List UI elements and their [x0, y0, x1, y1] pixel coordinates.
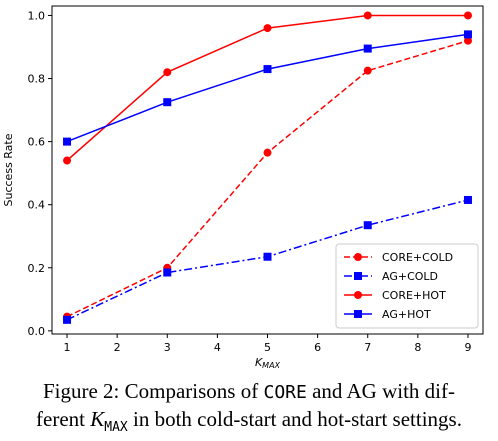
data-point-ag-cold-3	[163, 268, 172, 277]
data-point-ag-hot-9	[463, 30, 472, 39]
y-tick-label-0.6: 0.6	[28, 136, 46, 149]
legend-label-ag-hot: AG+HOT	[382, 308, 431, 321]
caption-line2-suffix: in both cold-start and hot-start setting…	[127, 407, 462, 431]
series-ag-hot	[63, 30, 472, 146]
data-point-core-cold-5	[263, 148, 272, 157]
data-point-ag-hot-7	[363, 44, 372, 53]
legend-marker-core-hot	[354, 291, 362, 299]
legend-label-ag-cold: AG+COLD	[382, 270, 438, 283]
x-axis-label-sub: MAX	[262, 361, 280, 370]
y-tick-label-0.8: 0.8	[28, 73, 46, 86]
legend-marker-ag-cold	[354, 272, 362, 280]
legend-marker-core-cold	[354, 253, 362, 261]
data-point-ag-cold-5	[263, 252, 272, 261]
y-tick-label-0.0: 0.0	[28, 325, 46, 338]
caption-line-1: Figure 2: Comparisons of CORE and AG wit…	[0, 378, 498, 406]
data-point-ag-cold-9	[463, 195, 472, 204]
figure-caption: Figure 2: Comparisons of CORE and AG wit…	[0, 378, 498, 441]
y-tick-label-0.2: 0.2	[28, 262, 46, 275]
caption-prefix: Figure 2: Comparisons of	[42, 379, 264, 403]
data-point-ag-hot-3	[163, 98, 172, 107]
x-axis-label-main: K	[255, 356, 263, 369]
data-point-ag-hot-5	[263, 65, 272, 74]
y-tick-label-1.0: 1.0	[28, 9, 46, 22]
caption-line-2: ferent KMAX in both cold-start and hot-s…	[0, 406, 498, 441]
legend-marker-ag-hot	[354, 310, 362, 318]
data-point-core-cold-9	[463, 36, 472, 45]
caption-kmax-subscript: MAX	[104, 420, 128, 436]
legend-box	[335, 243, 479, 329]
caption-core-word: CORE	[263, 382, 307, 403]
data-point-core-hot-9	[463, 11, 472, 20]
legend-label-core-cold: CORE+COLD	[382, 251, 453, 264]
data-point-core-cold-7	[363, 66, 372, 75]
data-point-core-hot-3	[163, 68, 172, 77]
data-point-core-hot-7	[363, 11, 372, 20]
x-tick-label-2: 2	[114, 341, 121, 354]
x-tick-label-4: 4	[214, 341, 221, 354]
legend-label-core-hot: CORE+HOT	[382, 289, 446, 302]
caption-k-symbol: K	[90, 407, 105, 431]
axes-layer: 1 2 3 4 5 6 7 8 9 0.0 0.2 0.4 0.6 0.8 1.0 KMAX Success R…	[2, 5, 484, 370]
x-tick-label-8: 8	[414, 341, 421, 354]
data-point-core-hot-1	[63, 156, 72, 165]
caption-line2-prefix: ferent	[36, 407, 91, 431]
data-point-ag-cold-1	[63, 315, 72, 324]
data-point-ag-cold-7	[363, 221, 372, 230]
y-axis-label: Success Rate	[2, 133, 15, 206]
x-tick-label-3: 3	[164, 341, 171, 354]
x-tick-label-9: 9	[464, 341, 471, 354]
x-tick-label-7: 7	[364, 341, 371, 354]
x-tick-label-6: 6	[314, 341, 321, 354]
y-tick-label-0.4: 0.4	[28, 199, 46, 212]
series-core-hot	[63, 11, 472, 165]
data-point-core-hot-5	[263, 24, 272, 33]
legend: CORE+COLD AG+COLD CORE+HOT AG+HOT	[335, 243, 479, 329]
x-tick-label-1: 1	[64, 341, 71, 354]
series-ag-cold	[63, 195, 472, 324]
caption-middle: and AG with dif-	[306, 379, 455, 403]
series-line-core-hot	[66, 14, 468, 162]
series-line-ag-hot	[66, 33, 469, 143]
x-tick-label-5: 5	[264, 341, 271, 354]
x-axis-label: KMAX	[255, 356, 281, 370]
data-point-ag-hot-1	[63, 137, 72, 146]
series-layer	[63, 11, 472, 324]
